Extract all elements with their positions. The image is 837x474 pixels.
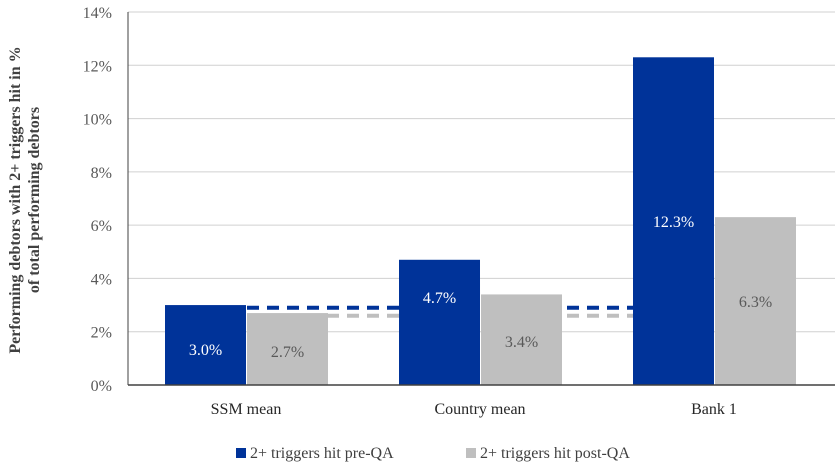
- y-tick-label: 12%: [83, 58, 112, 75]
- y-axis-label: Performing debtors with 2+ triggers hit …: [7, 46, 24, 353]
- y-axis-label: of total performing debtors: [26, 107, 43, 293]
- bar: [247, 313, 328, 385]
- x-tick-label: Country mean: [434, 401, 525, 418]
- x-tick-label: Bank 1: [691, 401, 737, 418]
- y-tick-label: 0%: [91, 378, 112, 395]
- bar: [715, 217, 796, 385]
- bar: [399, 259, 480, 385]
- y-tick-label: 14%: [83, 5, 112, 22]
- legend-label: 2+ triggers hit post-QA: [480, 445, 630, 462]
- data-label: 6.3%: [739, 294, 772, 311]
- data-label: 12.3%: [653, 214, 694, 231]
- data-label: 4.7%: [423, 290, 456, 307]
- legend-swatch: [236, 448, 246, 458]
- y-tick-label: 2%: [91, 325, 112, 342]
- x-tick-label: SSM mean: [211, 401, 282, 418]
- bar: [633, 57, 714, 386]
- legend-swatch: [466, 448, 476, 458]
- bar: [481, 294, 562, 385]
- y-tick-label: 6%: [91, 218, 112, 235]
- bar: [165, 305, 246, 385]
- data-label: 3.4%: [505, 334, 538, 351]
- legend-label: 2+ triggers hit pre-QA: [250, 445, 394, 462]
- data-label: 2.7%: [271, 344, 304, 361]
- y-tick-label: 8%: [91, 165, 112, 182]
- y-tick-label: 10%: [83, 112, 112, 129]
- y-tick-label: 4%: [91, 271, 112, 288]
- data-label: 3.0%: [189, 342, 222, 359]
